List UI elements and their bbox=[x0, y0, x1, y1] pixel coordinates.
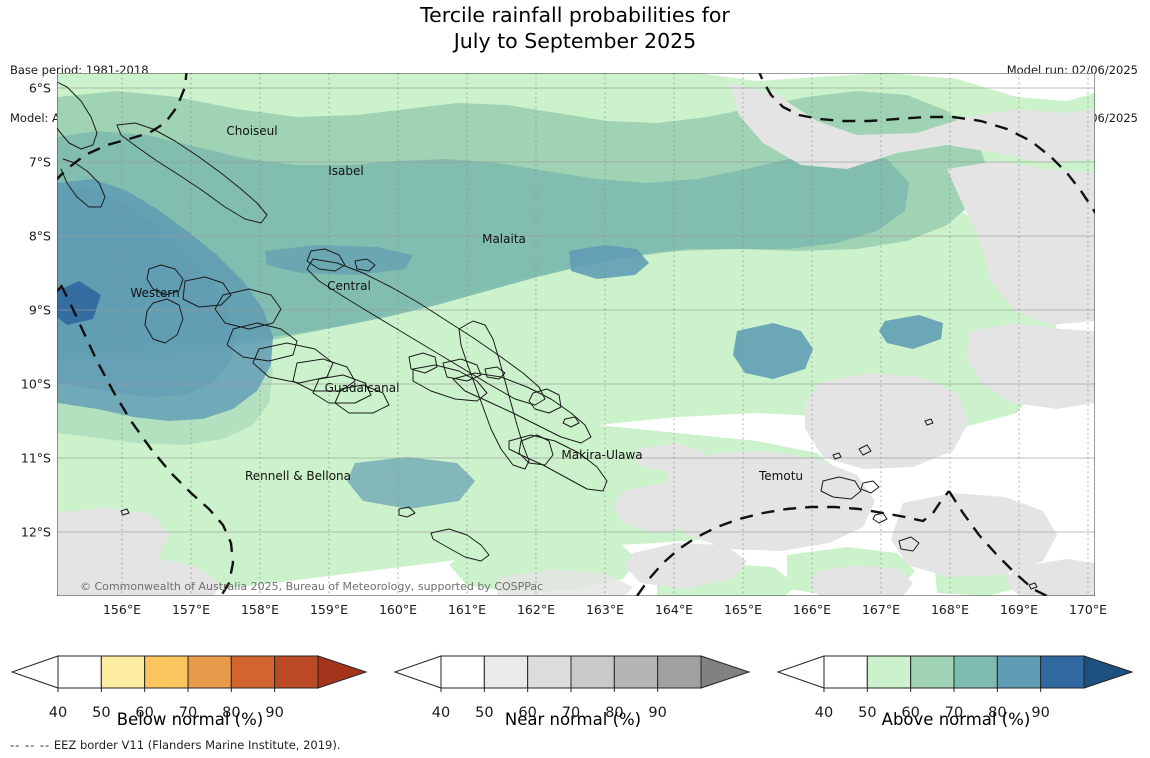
colorbar-tick-label-2: 60 bbox=[135, 705, 154, 721]
page-title: Tercile rainfall probabilities for July … bbox=[0, 2, 1150, 54]
lon-tick-7: 163°E bbox=[585, 602, 624, 617]
colorbar-segment-1 bbox=[866, 655, 912, 689]
colorbar-under-arrow bbox=[393, 655, 442, 689]
colorbar-segment-2 bbox=[527, 655, 572, 689]
lon-tick-1: 157°E bbox=[171, 602, 210, 617]
colorbar-segment-0 bbox=[57, 655, 102, 689]
footnote-text: EEZ border V11 (Flanders Marine Institut… bbox=[53, 738, 341, 752]
lon-tick-3: 159°E bbox=[309, 602, 348, 617]
colorbar-above-normal-ticks: 40 50 60 70 80 90 bbox=[766, 705, 1146, 725]
colorbar-tick-label-0: 40 bbox=[814, 705, 834, 721]
colorbar-tick-label-5: 90 bbox=[648, 705, 667, 721]
lon-tick-2: 158°E bbox=[240, 602, 279, 617]
colorbar-segment-0 bbox=[823, 655, 868, 689]
map-plot-area[interactable]: Choiseul Isabel Malaita Central Western Guada… bbox=[57, 73, 1095, 596]
colorbar-under-arrow bbox=[10, 655, 59, 689]
colorbar-tick-label-4: 80 bbox=[222, 705, 241, 721]
colorbar-tick-label-1: 50 bbox=[858, 705, 877, 721]
lat-tick-2: 8°S bbox=[28, 228, 51, 244]
colorbar-near-normal-svg bbox=[393, 655, 751, 692]
colorbar-segment-2 bbox=[910, 655, 955, 689]
colorbar-tick-label-5: 90 bbox=[1031, 705, 1050, 721]
colorbar-over-arrow bbox=[700, 655, 751, 689]
region-label-isabel: Isabel bbox=[328, 164, 364, 178]
colorbar-segment-5 bbox=[657, 655, 702, 689]
lon-tick-13: 169°E bbox=[999, 602, 1038, 617]
colorbar-segment-2 bbox=[144, 655, 189, 689]
colorbar-above-normal[interactable]: 40 50 60 70 80 90 Above normal (%) bbox=[766, 648, 1146, 740]
colorbar-segment-4 bbox=[996, 655, 1042, 689]
colorbar-segment-1 bbox=[483, 655, 529, 689]
lon-tick-10: 166°E bbox=[792, 602, 831, 617]
page-title-line1: Tercile rainfall probabilities for bbox=[420, 3, 730, 27]
lon-tick-4: 160°E bbox=[378, 602, 417, 617]
colorbar-segment-0 bbox=[440, 655, 485, 689]
region-label-central: Central bbox=[327, 279, 371, 293]
footnote: -- -- -- EEZ border V11 (Flanders Marine… bbox=[10, 738, 341, 752]
colorbar-tick-label-4: 80 bbox=[988, 705, 1007, 721]
colorbar-segment-5 bbox=[1040, 655, 1085, 689]
lon-tick-9: 165°E bbox=[723, 602, 762, 617]
region-label-makira-ulawa: Makira-Ulawa bbox=[561, 448, 643, 462]
colorbar-tick-label-0: 40 bbox=[48, 705, 68, 721]
colorbar-segment-4 bbox=[230, 655, 276, 689]
colorbar-tick-label-4: 80 bbox=[605, 705, 624, 721]
colorbar-segment-4 bbox=[613, 655, 659, 689]
colorbar-tick-label-1: 50 bbox=[92, 705, 111, 721]
region-label-choiseul: Choiseul bbox=[226, 124, 278, 138]
colorbar-tick-label-2: 60 bbox=[901, 705, 920, 721]
colorbar-tick-label-2: 60 bbox=[518, 705, 537, 721]
colorbar-over-arrow bbox=[317, 655, 368, 689]
colorbar-segment-5 bbox=[274, 655, 319, 689]
colorbar-segment-1 bbox=[100, 655, 146, 689]
colorbar-above-normal-title: Above normal (%) bbox=[881, 710, 1031, 729]
lat-tick-3: 9°S bbox=[28, 302, 51, 318]
colorbar-tick-label-3: 70 bbox=[561, 705, 581, 721]
region-label-malaita: Malaita bbox=[482, 232, 526, 246]
lon-tick-11: 167°E bbox=[861, 602, 900, 617]
colorbar-segment-3 bbox=[187, 655, 232, 689]
region-label-layer: Choiseul Isabel Malaita Central Western Guada… bbox=[57, 73, 1095, 596]
colorbar-below-normal-title: Below normal (%) bbox=[116, 710, 264, 729]
map-canvas bbox=[57, 73, 1095, 596]
colorbar-near-normal-ticks: 40 50 60 70 80 90 bbox=[383, 705, 763, 725]
lat-tick-4: 10°S bbox=[20, 376, 51, 392]
colorbar-tick-label-3: 70 bbox=[178, 705, 198, 721]
colorbar-tick-label-5: 90 bbox=[265, 705, 284, 721]
lon-tick-6: 162°E bbox=[516, 602, 555, 617]
colorbar-segment-3 bbox=[570, 655, 615, 689]
lat-tick-5: 11°S bbox=[20, 450, 51, 466]
colorbar-below-normal[interactable]: 40 50 60 70 80 90 Below normal (%) bbox=[0, 648, 380, 740]
eez-dash-icon: -- -- -- bbox=[10, 738, 51, 752]
lat-tick-1: 7°S bbox=[28, 154, 51, 170]
colorbar-under-arrow bbox=[776, 655, 825, 689]
lon-tick-14: 170°E bbox=[1068, 602, 1107, 617]
lon-tick-5: 161°E bbox=[447, 602, 486, 617]
page-title-line2: July to September 2025 bbox=[453, 29, 697, 53]
colorbar-below-normal-svg bbox=[10, 655, 368, 692]
colorbar-near-normal-title: Near normal (%) bbox=[504, 710, 642, 729]
colorbar-segment-3 bbox=[953, 655, 998, 689]
region-label-rennell-bellona: Rennell & Bellona bbox=[244, 469, 352, 483]
colorbar-near-normal[interactable]: 40 50 60 70 80 90 Near normal (%) bbox=[383, 648, 763, 740]
colorbar-tick-label-3: 70 bbox=[944, 705, 964, 721]
lon-tick-12: 168°E bbox=[930, 602, 969, 617]
colorbar-below-normal-ticks: 40 50 60 70 80 90 bbox=[0, 705, 380, 725]
colorbar-above-normal-svg bbox=[776, 655, 1134, 692]
colorbar-over-arrow bbox=[1083, 655, 1134, 689]
colorbar-tick-label-0: 40 bbox=[431, 705, 451, 721]
colorbar-tick-label-1: 50 bbox=[475, 705, 494, 721]
region-label-western: Western bbox=[130, 286, 180, 300]
region-label-temotu: Temotu bbox=[758, 469, 804, 483]
map-credit: © Commonwealth of Australia 2025, Bureau… bbox=[80, 580, 544, 593]
lon-tick-8: 164°E bbox=[654, 602, 693, 617]
region-label-guadalcanal: Guadalcanal bbox=[324, 381, 400, 395]
lon-tick-0: 156°E bbox=[102, 602, 141, 617]
lat-tick-6: 12°S bbox=[20, 524, 51, 540]
